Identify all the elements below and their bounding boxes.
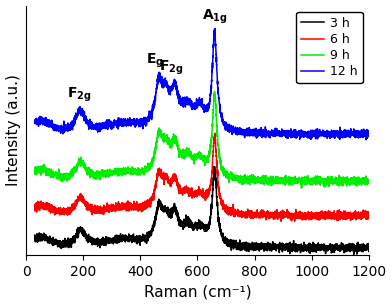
6 h [32, 203, 37, 206]
3 h [153, 215, 158, 219]
9 h [212, 90, 217, 93]
9 h [367, 181, 371, 184]
9 h [102, 171, 107, 174]
Text: $\mathbf{E_g}$: $\mathbf{E_g}$ [146, 52, 164, 70]
3 h [352, 253, 356, 256]
9 h [153, 149, 158, 153]
3 h [212, 165, 216, 168]
9 h [32, 170, 37, 174]
12 h [231, 129, 236, 132]
9 h [341, 176, 345, 180]
X-axis label: Raman (cm⁻¹): Raman (cm⁻¹) [144, 285, 251, 300]
3 h [245, 242, 249, 246]
9 h [299, 186, 304, 190]
6 h [367, 213, 371, 217]
Text: $\mathbf{A_{1g}}$: $\mathbf{A_{1g}}$ [202, 8, 227, 26]
Line: 3 h: 3 h [34, 167, 369, 254]
6 h [102, 209, 107, 213]
6 h [245, 215, 249, 218]
12 h [341, 131, 345, 135]
6 h [231, 212, 236, 215]
12 h [245, 131, 249, 134]
12 h [212, 27, 217, 31]
12 h [32, 119, 37, 123]
12 h [363, 138, 368, 142]
3 h [341, 246, 345, 250]
Legend: 3 h, 6 h, 9 h, 12 h: 3 h, 6 h, 9 h, 12 h [296, 12, 363, 83]
12 h [190, 103, 195, 107]
3 h [367, 246, 371, 249]
3 h [32, 233, 37, 237]
6 h [279, 220, 283, 223]
Line: 9 h: 9 h [34, 92, 369, 188]
Text: $\mathbf{F_{2g}}$: $\mathbf{F_{2g}}$ [67, 86, 91, 104]
3 h [231, 242, 236, 246]
9 h [245, 177, 249, 180]
Y-axis label: Intensity (a.u.): Intensity (a.u.) [5, 74, 20, 186]
3 h [102, 242, 107, 246]
12 h [102, 125, 107, 129]
6 h [341, 211, 345, 215]
9 h [231, 176, 236, 179]
12 h [367, 132, 371, 135]
12 h [153, 93, 158, 97]
6 h [212, 131, 217, 135]
9 h [190, 156, 195, 160]
3 h [190, 221, 195, 224]
Line: 12 h: 12 h [34, 29, 369, 140]
Line: 6 h: 6 h [34, 133, 369, 221]
6 h [153, 185, 158, 189]
Text: $\mathbf{F_{2g}}$: $\mathbf{F_{2g}}$ [159, 59, 183, 77]
6 h [190, 193, 195, 197]
